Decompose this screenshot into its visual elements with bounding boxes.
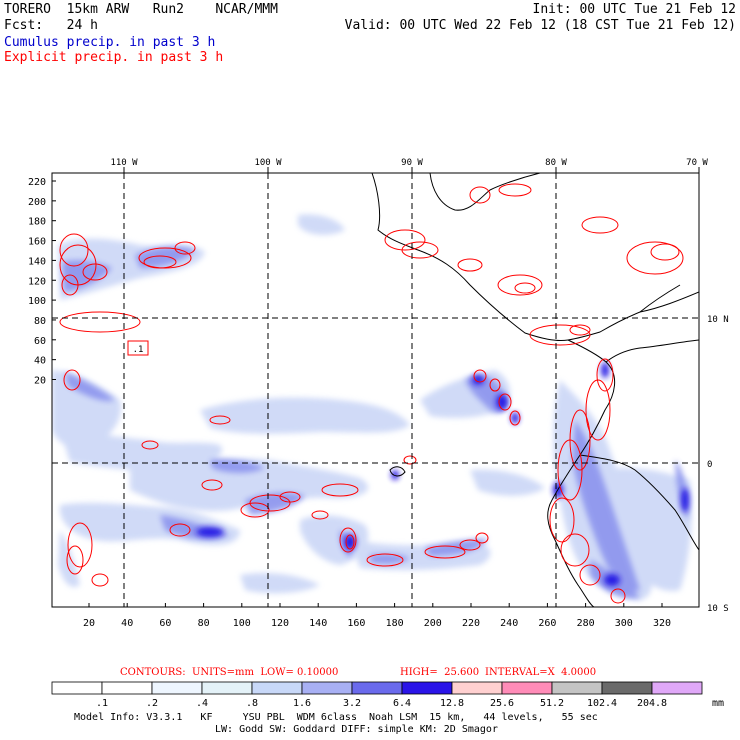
x-tick-label: 280	[577, 618, 595, 629]
colorbar-label: 25.6	[490, 698, 514, 709]
x-tick-label: 160	[347, 618, 365, 629]
colorbar-label: 1.6	[293, 698, 311, 709]
y-tick-label: 200	[28, 197, 46, 208]
colorbar-label: 204.8	[637, 698, 667, 709]
lon-label-80w: 80 W	[545, 158, 567, 168]
legend-explicit: Explicit precip. in past 3 h	[4, 50, 224, 65]
contour-interval: INTERVAL=X 4.0000	[485, 667, 597, 678]
colorbar-label: .1	[96, 698, 108, 709]
valid-time: Valid: 00 UTC Wed 22 Feb 12 (18 CST Tue …	[344, 18, 736, 33]
x-tick-label: 80	[198, 618, 210, 629]
colorbar-swatch	[451, 681, 503, 695]
lon-label-110w: 110 W	[110, 158, 138, 168]
y-tick-label: 160	[28, 237, 46, 248]
lon-label-70w: 70 W	[686, 158, 708, 168]
physics-info: LW: Godd SW: Goddard DIFF: simple KM: 2D…	[215, 724, 498, 735]
lat-label-10n: 10 N	[707, 315, 729, 325]
y-tick-label: 220	[28, 177, 46, 188]
latlon-grid	[52, 173, 699, 607]
model-info: Model Info: V3.3.1 KF YSU PBL WDM 6class…	[74, 712, 598, 723]
x-tick-label: 220	[462, 618, 480, 629]
legend-cumulus: Cumulus precip. in past 3 h	[4, 35, 216, 50]
y-tick-label: 40	[34, 356, 46, 367]
x-tick-label: 20	[83, 618, 95, 629]
colorbar-swatch	[651, 681, 703, 695]
y-tick-label: 140	[28, 256, 46, 267]
colorbar-label: .2	[146, 698, 158, 709]
lon-label-90w: 90 W	[401, 158, 423, 168]
x-tick-label: 200	[424, 618, 442, 629]
x-tick-label: 140	[309, 618, 327, 629]
colorbar-swatch	[151, 681, 203, 695]
colorbar-swatch	[551, 681, 603, 695]
contour-value-label: .1	[133, 345, 144, 355]
x-tick-label: 240	[500, 618, 518, 629]
y-tick-label: 80	[34, 316, 46, 327]
cumulus-precip-light	[52, 214, 692, 600]
colorbar-label: .8	[246, 698, 258, 709]
colorbar: .1 .2 .4 .8 1.6 3.2 6.4 12.8 25.6 51.2 102.4 204.8 m…	[51, 681, 724, 709]
lat-label-0: 0	[707, 460, 712, 470]
y-tick-label: 20	[34, 376, 46, 387]
colorbar-swatch	[101, 681, 153, 695]
lat-label-10s: 10 S	[707, 604, 729, 614]
colorbar-swatch	[51, 681, 103, 695]
colorbar-label: 51.2	[540, 698, 564, 709]
map-frame	[51, 172, 700, 608]
lon-label-100w: 100 W	[254, 158, 282, 168]
init-time: Init: 00 UTC Tue 21 Feb 12	[532, 2, 737, 17]
y-tick-label: 100	[28, 296, 46, 307]
colorbar-swatch	[501, 681, 553, 695]
top-ticks	[123, 167, 700, 173]
y-tick-label: 120	[28, 276, 46, 287]
forecast-hour: Fcst: 24 h	[4, 18, 98, 33]
x-tick-label: 320	[653, 618, 671, 629]
colorbar-swatch	[301, 681, 353, 695]
x-tick-label: 40	[121, 618, 133, 629]
colorbar-swatch	[251, 681, 303, 695]
colorbar-swatch	[201, 681, 253, 695]
y-tick-label: 180	[28, 217, 46, 228]
colorbar-label: 102.4	[587, 698, 617, 709]
y-tick-label: 60	[34, 336, 46, 347]
colorbar-swatch	[401, 681, 453, 695]
x-tick-label: 300	[615, 618, 633, 629]
colorbar-label: 3.2	[343, 698, 361, 709]
colorbar-label: .4	[196, 698, 208, 709]
x-tick-label: 100	[233, 618, 251, 629]
x-tick-label: 260	[538, 618, 556, 629]
colorbar-swatch	[351, 681, 403, 695]
colorbar-label: 6.4	[393, 698, 411, 709]
colorbar-swatch	[601, 681, 653, 695]
colorbar-unit: mm	[712, 698, 724, 709]
colorbar-label: 12.8	[440, 698, 464, 709]
contour-value-box	[127, 340, 149, 356]
contour-high: HIGH= 25.600	[400, 667, 480, 678]
x-tick-label: 180	[386, 618, 404, 629]
contour-units: CONTOURS: UNITS=mm LOW= 0.10000	[120, 667, 339, 678]
x-tick-label: 60	[159, 618, 171, 629]
x-tick-label: 120	[271, 618, 289, 629]
run-title: TORERO 15km ARW Run2 NCAR/MMM	[4, 2, 278, 17]
explicit-precip-contours	[59, 183, 684, 604]
